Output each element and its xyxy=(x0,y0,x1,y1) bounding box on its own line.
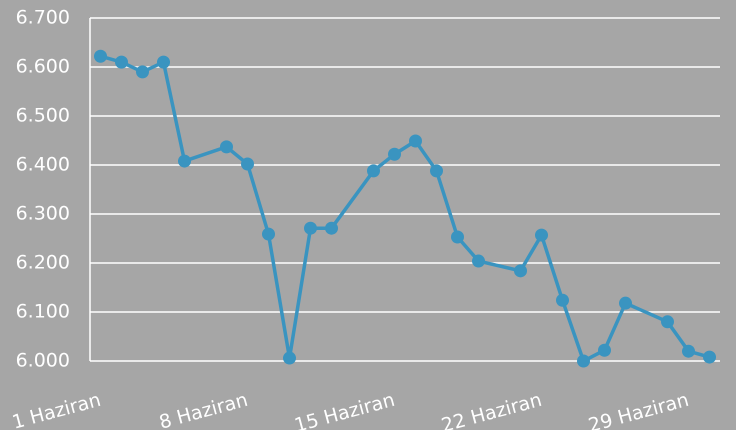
data-point xyxy=(514,264,527,278)
y-tick-label: 6.500 xyxy=(16,105,70,127)
x-tick-label: 29 Haziran xyxy=(586,389,691,430)
y-tick-label: 6.700 xyxy=(16,7,70,29)
data-point xyxy=(241,157,254,171)
data-point xyxy=(136,65,149,79)
data-point xyxy=(535,228,548,242)
data-point xyxy=(262,227,275,241)
y-tick-label: 6.000 xyxy=(16,350,70,372)
data-point xyxy=(367,164,380,178)
y-tick-label: 6.600 xyxy=(16,56,70,78)
data-point xyxy=(157,55,170,69)
data-point xyxy=(409,134,422,148)
y-tick-label: 6.200 xyxy=(16,252,70,274)
x-tick-label: 8 Haziran xyxy=(157,389,250,430)
x-tick-label: 15 Haziran xyxy=(292,389,397,430)
data-point xyxy=(451,230,464,244)
x-tick-label: 1 Haziran xyxy=(10,389,103,430)
data-point xyxy=(598,343,611,357)
data-line xyxy=(100,54,710,364)
data-point xyxy=(283,351,296,365)
data-point xyxy=(325,221,338,235)
data-point xyxy=(115,55,128,69)
y-tick-label: 6.400 xyxy=(16,154,70,176)
data-point xyxy=(430,164,443,178)
x-tick-label: 22 Haziran xyxy=(439,389,544,430)
y-tick-label: 6.300 xyxy=(16,203,70,225)
data-point xyxy=(178,154,191,168)
data-point xyxy=(703,350,716,364)
data-point xyxy=(661,315,674,329)
data-point xyxy=(220,140,233,154)
data-point xyxy=(556,293,569,307)
data-point xyxy=(304,221,317,235)
data-point xyxy=(682,344,695,358)
data-point xyxy=(388,147,401,161)
data-point xyxy=(94,49,107,63)
data-point xyxy=(619,296,632,310)
data-point xyxy=(472,254,485,268)
data-point xyxy=(577,354,590,368)
y-tick-label: 6.100 xyxy=(16,301,70,323)
